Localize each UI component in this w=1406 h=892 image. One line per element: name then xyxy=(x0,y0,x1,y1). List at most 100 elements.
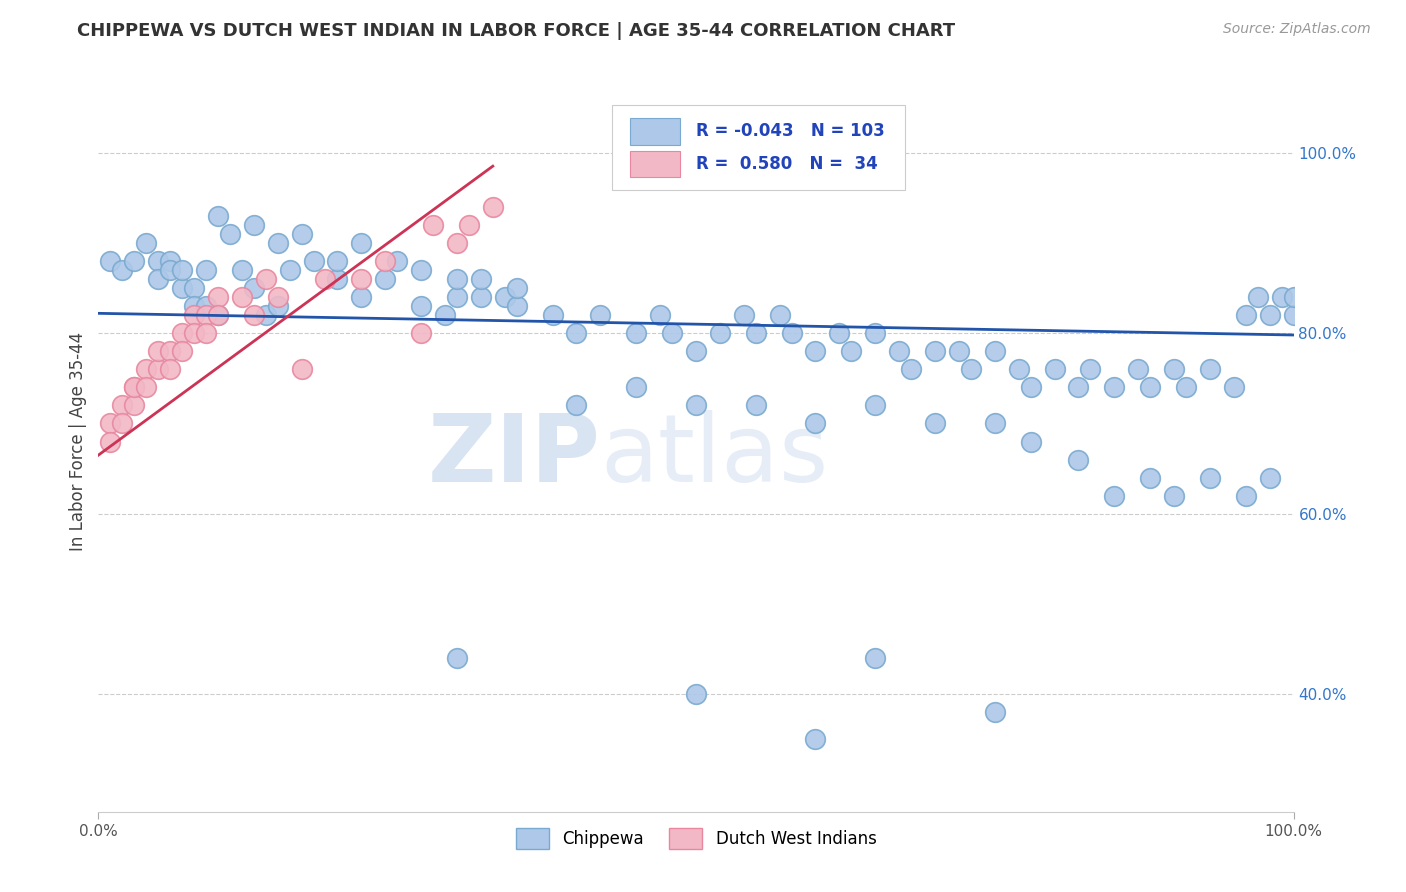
Point xyxy=(1282,308,1305,322)
Point xyxy=(350,235,373,250)
Point xyxy=(1104,380,1126,394)
Point xyxy=(1223,380,1246,394)
Point xyxy=(565,399,588,413)
Point xyxy=(124,380,146,394)
Point xyxy=(889,344,911,359)
Point xyxy=(183,281,205,295)
Point xyxy=(172,344,194,359)
Point xyxy=(865,326,887,341)
Point xyxy=(148,272,170,286)
Point xyxy=(434,308,457,322)
Point xyxy=(865,651,887,665)
Point xyxy=(267,299,290,313)
Point xyxy=(315,272,337,286)
Text: ZIP: ZIP xyxy=(427,410,600,502)
Point xyxy=(900,362,922,376)
Point xyxy=(243,281,266,295)
Point xyxy=(207,308,229,322)
Point xyxy=(98,417,122,431)
Point xyxy=(685,399,707,413)
Point xyxy=(111,399,134,413)
Point xyxy=(984,344,1007,359)
Point xyxy=(254,308,277,322)
Point xyxy=(1043,362,1066,376)
Point xyxy=(1128,362,1150,376)
Point xyxy=(350,272,373,286)
Point xyxy=(541,308,564,322)
Point xyxy=(159,254,181,268)
Point xyxy=(648,308,672,322)
Point xyxy=(1163,362,1185,376)
Point xyxy=(1067,452,1090,467)
Point xyxy=(1234,308,1257,322)
Point xyxy=(278,263,301,277)
Point xyxy=(195,308,218,322)
Point xyxy=(159,344,181,359)
Point xyxy=(385,254,409,268)
Point xyxy=(1008,362,1031,376)
Point xyxy=(1271,290,1294,304)
Point xyxy=(1104,489,1126,503)
Point xyxy=(745,326,768,341)
Point xyxy=(1247,290,1270,304)
Point xyxy=(183,326,205,341)
Point xyxy=(148,254,170,268)
Point xyxy=(1139,470,1161,484)
Point xyxy=(685,344,707,359)
Point xyxy=(98,254,122,268)
FancyBboxPatch shape xyxy=(630,118,681,145)
Point xyxy=(159,362,181,376)
Point xyxy=(195,263,218,277)
Point xyxy=(1199,362,1222,376)
Point xyxy=(446,651,468,665)
FancyBboxPatch shape xyxy=(630,151,681,178)
Point xyxy=(326,254,349,268)
Point xyxy=(207,308,229,322)
Point xyxy=(207,290,229,304)
Point xyxy=(243,218,266,232)
Point xyxy=(291,227,314,241)
Y-axis label: In Labor Force | Age 35-44: In Labor Force | Age 35-44 xyxy=(69,332,87,551)
Point xyxy=(135,235,157,250)
Point xyxy=(458,218,481,232)
Point xyxy=(231,263,253,277)
Point xyxy=(1163,489,1185,503)
Point xyxy=(446,290,468,304)
Point xyxy=(254,272,277,286)
Point xyxy=(446,272,468,286)
Point xyxy=(1282,290,1305,304)
Point xyxy=(446,235,468,250)
Point xyxy=(780,326,803,341)
Point xyxy=(124,399,146,413)
Point xyxy=(124,380,146,394)
Point xyxy=(1258,470,1281,484)
Point xyxy=(98,434,122,449)
Point xyxy=(1080,362,1102,376)
Point xyxy=(172,326,194,341)
Point xyxy=(172,263,194,277)
Point xyxy=(589,308,612,322)
Point xyxy=(506,281,529,295)
Point xyxy=(494,290,516,304)
Point xyxy=(219,227,242,241)
Point xyxy=(506,299,529,313)
Point xyxy=(804,417,827,431)
Point xyxy=(1175,380,1198,394)
Point xyxy=(470,272,492,286)
Point xyxy=(267,290,290,304)
Point xyxy=(1258,308,1281,322)
Point xyxy=(267,235,290,250)
Point xyxy=(865,399,887,413)
Point xyxy=(172,281,194,295)
Point xyxy=(326,272,349,286)
Point xyxy=(470,290,492,304)
Point xyxy=(374,272,396,286)
Point xyxy=(841,344,863,359)
Text: Source: ZipAtlas.com: Source: ZipAtlas.com xyxy=(1223,22,1371,37)
Point xyxy=(350,290,373,304)
Point xyxy=(685,687,707,701)
Point xyxy=(924,417,946,431)
FancyBboxPatch shape xyxy=(613,104,905,190)
Point xyxy=(124,254,146,268)
Point xyxy=(1067,380,1090,394)
